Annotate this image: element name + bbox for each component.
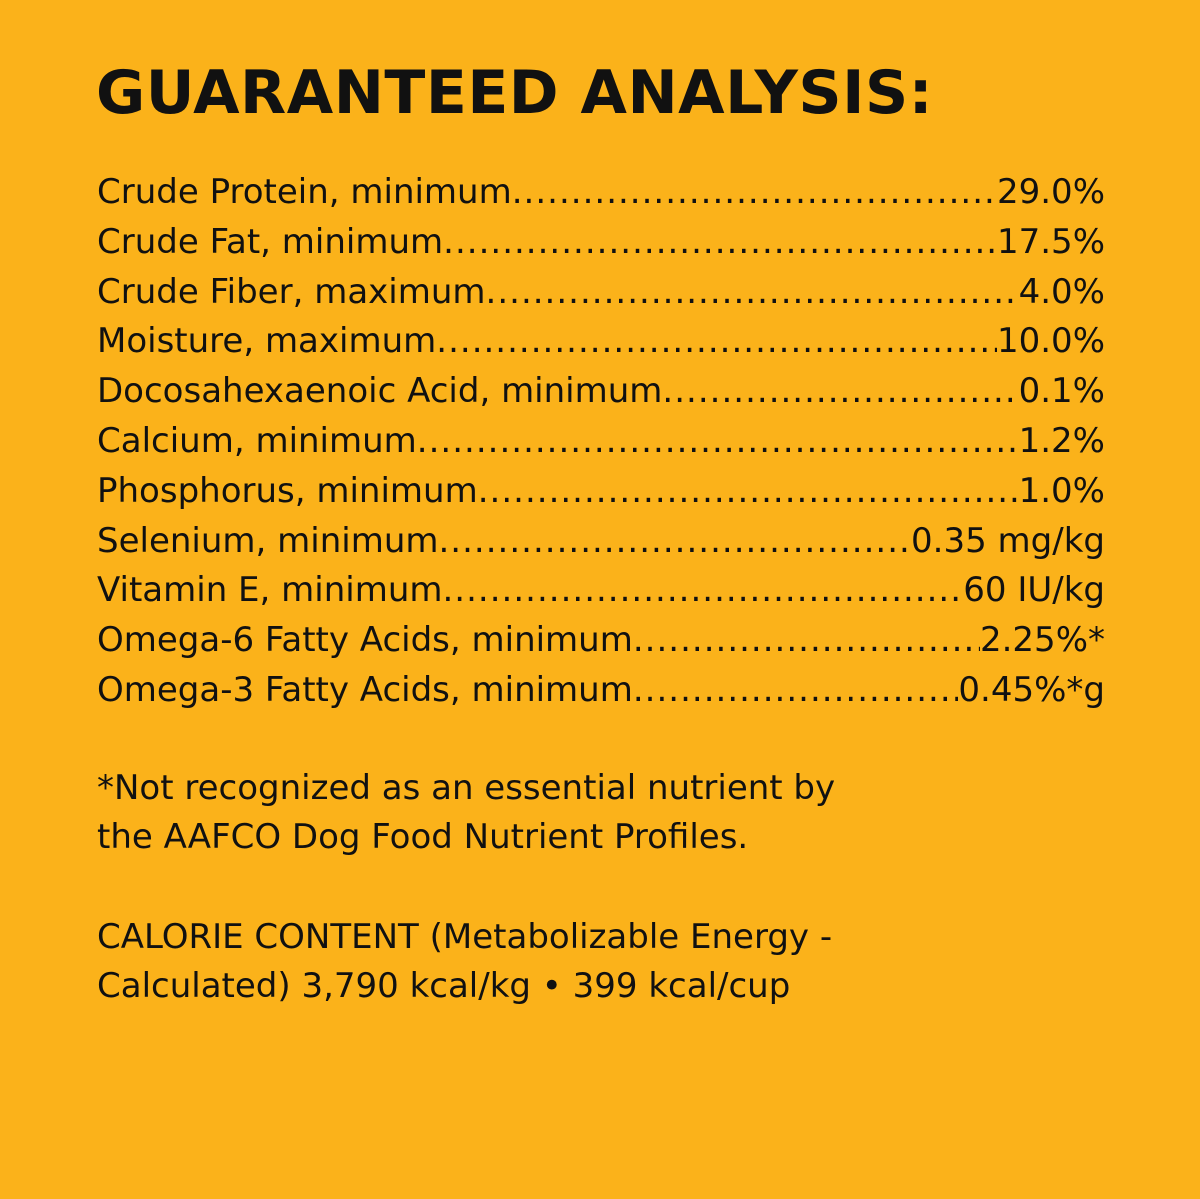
nutrient-value: 0.35 mg/kg — [911, 520, 1105, 561]
analysis-row: Moisture, maximum.......................… — [97, 317, 1105, 367]
nutrient-value: 0.1% — [1018, 371, 1105, 412]
calorie-line: Calculated) 3,790 kcal/kg • 399 kcal/cup — [97, 966, 791, 1006]
nutrient-label: Calcium, minimum — [97, 420, 417, 461]
analysis-row: Omega-6 Fatty Acids, minimum............… — [97, 616, 1105, 666]
nutrient-label: Selenium, minimum — [97, 520, 439, 561]
dot-leader: ........................................… — [632, 669, 959, 710]
footnote-line: *Not recognized as an essential nutrient… — [97, 768, 836, 808]
dot-leader: ........................................… — [632, 620, 980, 661]
dot-leader: ........................................… — [443, 221, 997, 262]
footnote-line: the AAFCO Dog Food Nutrient Profiles. — [97, 817, 749, 857]
dot-leader: ........................................… — [438, 520, 912, 561]
dot-leader: ........................................… — [477, 470, 1019, 511]
nutrient-label: Vitamin E, minimum — [97, 570, 443, 611]
analysis-row: Calcium, minimum........................… — [97, 417, 1105, 467]
analysis-table: Crude Protein, minimum..................… — [97, 168, 1105, 716]
analysis-row: Crude Protein, minimum..................… — [97, 168, 1105, 218]
dot-leader: ........................................… — [436, 321, 997, 362]
footnote: *Not recognized as an essential nutrient… — [97, 764, 835, 862]
dot-leader: ........................................… — [416, 420, 1019, 461]
nutrient-value: 1.2% — [1018, 420, 1105, 461]
nutrient-value: 0.45%*g — [958, 669, 1105, 710]
nutrient-label: Crude Fat, minimum — [97, 221, 444, 262]
nutrient-value: 2.25%* — [979, 620, 1105, 661]
nutrient-value: 29.0% — [996, 172, 1105, 212]
nutrient-value: 1.0% — [1018, 470, 1105, 511]
nutrient-value: 17.5% — [996, 221, 1105, 262]
analysis-row: Omega-3 Fatty Acids, minimum............… — [97, 666, 1105, 716]
analysis-row: Docosahexaenoic Acid, minimum...........… — [97, 367, 1105, 417]
nutrient-value: 10.0% — [996, 321, 1105, 362]
nutrient-label: Omega-3 Fatty Acids, minimum — [97, 669, 633, 710]
dot-leader: ........................................… — [442, 570, 964, 611]
analysis-row: Phosphorus, minimum.....................… — [97, 467, 1105, 517]
dot-leader: ........................................… — [485, 271, 1019, 312]
nutrient-label: Docosahexaenoic Acid, minimum — [97, 371, 663, 412]
nutrient-label: Crude Protein, minimum — [97, 172, 512, 212]
dot-leader: ........................................… — [511, 172, 997, 212]
dot-leader: ........................................… — [662, 371, 1018, 412]
nutrient-label: Moisture, maximum — [97, 321, 437, 362]
calorie-content: CALORIE CONTENT (Metabolizable Energy - … — [97, 913, 832, 1011]
nutrient-value: 60 IU/kg — [963, 570, 1105, 611]
nutrient-value: 4.0% — [1018, 271, 1105, 312]
analysis-row: Crude Fat, minimum......................… — [97, 218, 1105, 268]
nutrient-label: Crude Fiber, maximum — [97, 271, 486, 312]
nutrient-label: Phosphorus, minimum — [97, 470, 478, 511]
page-title: GUARANTEED ANALYSIS: — [96, 58, 934, 128]
analysis-row: Selenium, minimum.......................… — [97, 517, 1105, 567]
analysis-row: Vitamin E, minimum......................… — [97, 566, 1105, 616]
calorie-line: CALORIE CONTENT (Metabolizable Energy - — [97, 917, 833, 957]
nutrient-label: Omega-6 Fatty Acids, minimum — [97, 620, 633, 661]
analysis-row: Crude Fiber, maximum....................… — [97, 268, 1105, 318]
